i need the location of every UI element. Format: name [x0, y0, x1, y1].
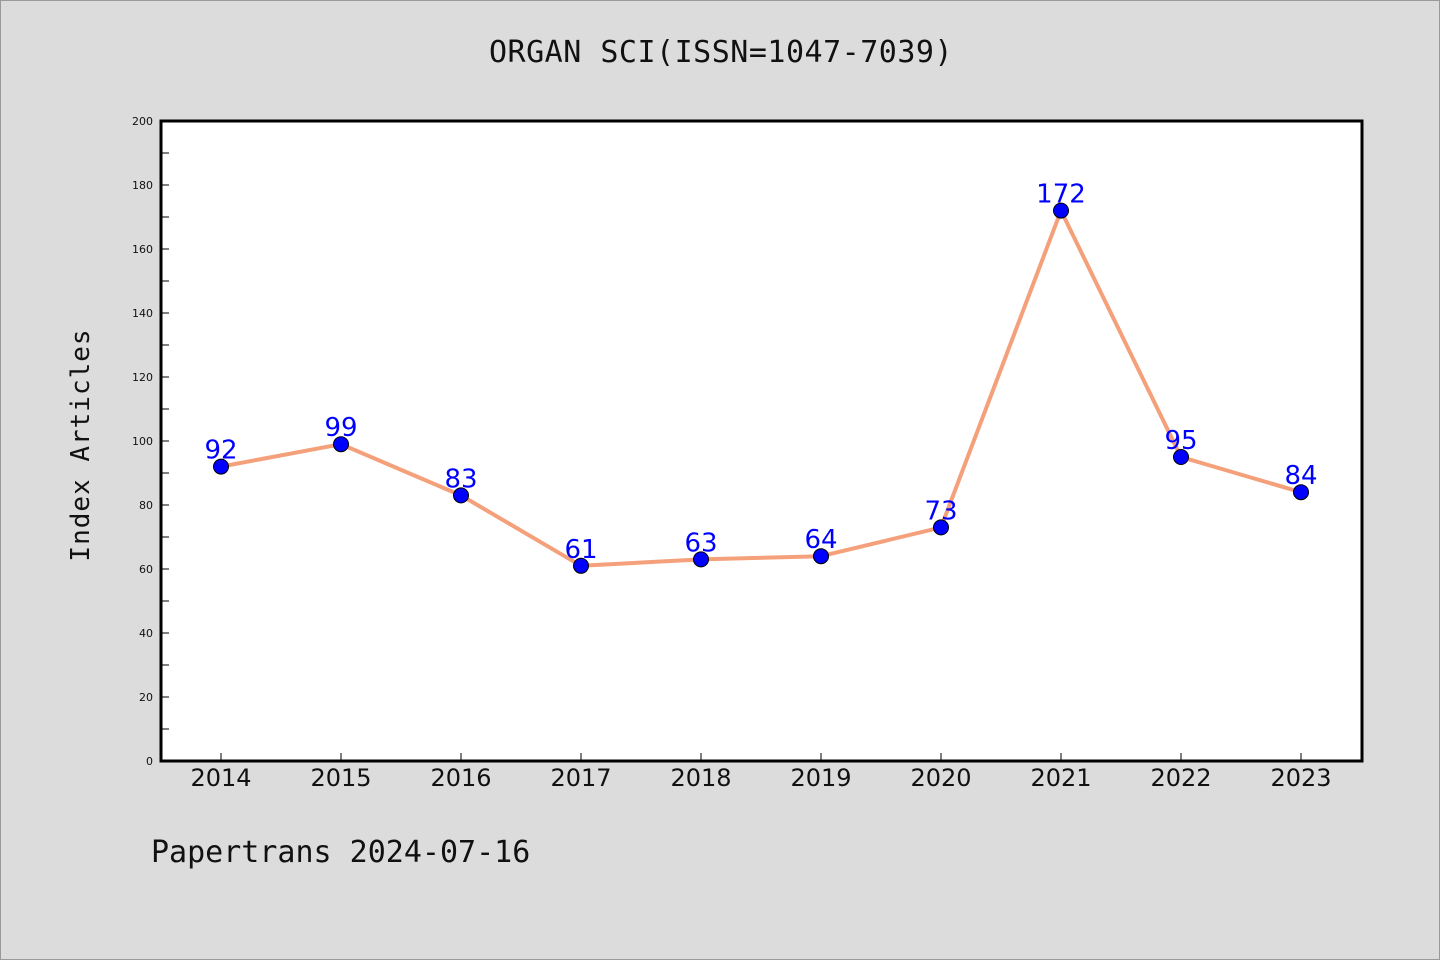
y-tick-label: 160	[132, 243, 153, 256]
x-tick-label: 2022	[1150, 764, 1211, 792]
y-tick-label: 0	[146, 755, 153, 768]
data-point	[1053, 202, 1069, 219]
data-label: 172	[1036, 180, 1086, 210]
y-tick-label: 180	[132, 179, 153, 192]
y-tick-label: 100	[132, 435, 153, 448]
y-tick-label: 20	[139, 691, 153, 704]
data-label: 73	[924, 496, 957, 526]
x-tick-label: 2023	[1270, 764, 1331, 792]
x-tick-label: 2019	[790, 764, 851, 792]
data-point	[1293, 484, 1309, 501]
data-label: 83	[444, 464, 477, 494]
data-point	[213, 458, 229, 475]
data-label: 95	[1164, 426, 1197, 456]
x-tick-label: 2021	[1030, 764, 1091, 792]
footer-note: Papertrans 2024-07-16	[151, 835, 531, 870]
data-label: 63	[684, 528, 717, 558]
data-point	[813, 548, 829, 565]
data-label: 64	[804, 525, 837, 555]
x-tick-label: 2020	[910, 764, 971, 792]
series-line	[220, 208, 1302, 568]
x-tick-label: 2016	[430, 764, 491, 792]
plot-area	[159, 119, 1364, 763]
data-point	[1173, 449, 1189, 465]
data-point	[333, 436, 349, 453]
y-tick-label: 200	[132, 115, 153, 128]
data-point	[573, 557, 589, 574]
x-tick-label: 2018	[670, 764, 731, 792]
y-tick-label: 140	[132, 307, 153, 320]
data-point	[453, 487, 469, 504]
data-point	[933, 519, 949, 536]
y-tick-label: 120	[132, 371, 153, 384]
data-point	[693, 551, 709, 568]
x-tick-label: 2015	[310, 764, 371, 792]
x-tick-label: 2014	[190, 764, 251, 792]
y-tick-label: 40	[139, 627, 153, 640]
data-label: 84	[1284, 461, 1317, 491]
data-label: 92	[204, 436, 237, 466]
chart-title: ORGAN SCI(ISSN=1047-7039)	[488, 35, 954, 70]
data-label: 61	[564, 535, 597, 565]
y-tick-label: 80	[139, 499, 153, 512]
y-tick-label: 60	[139, 563, 153, 576]
data-label: 99	[324, 413, 357, 443]
x-tick-label: 2017	[550, 764, 611, 792]
